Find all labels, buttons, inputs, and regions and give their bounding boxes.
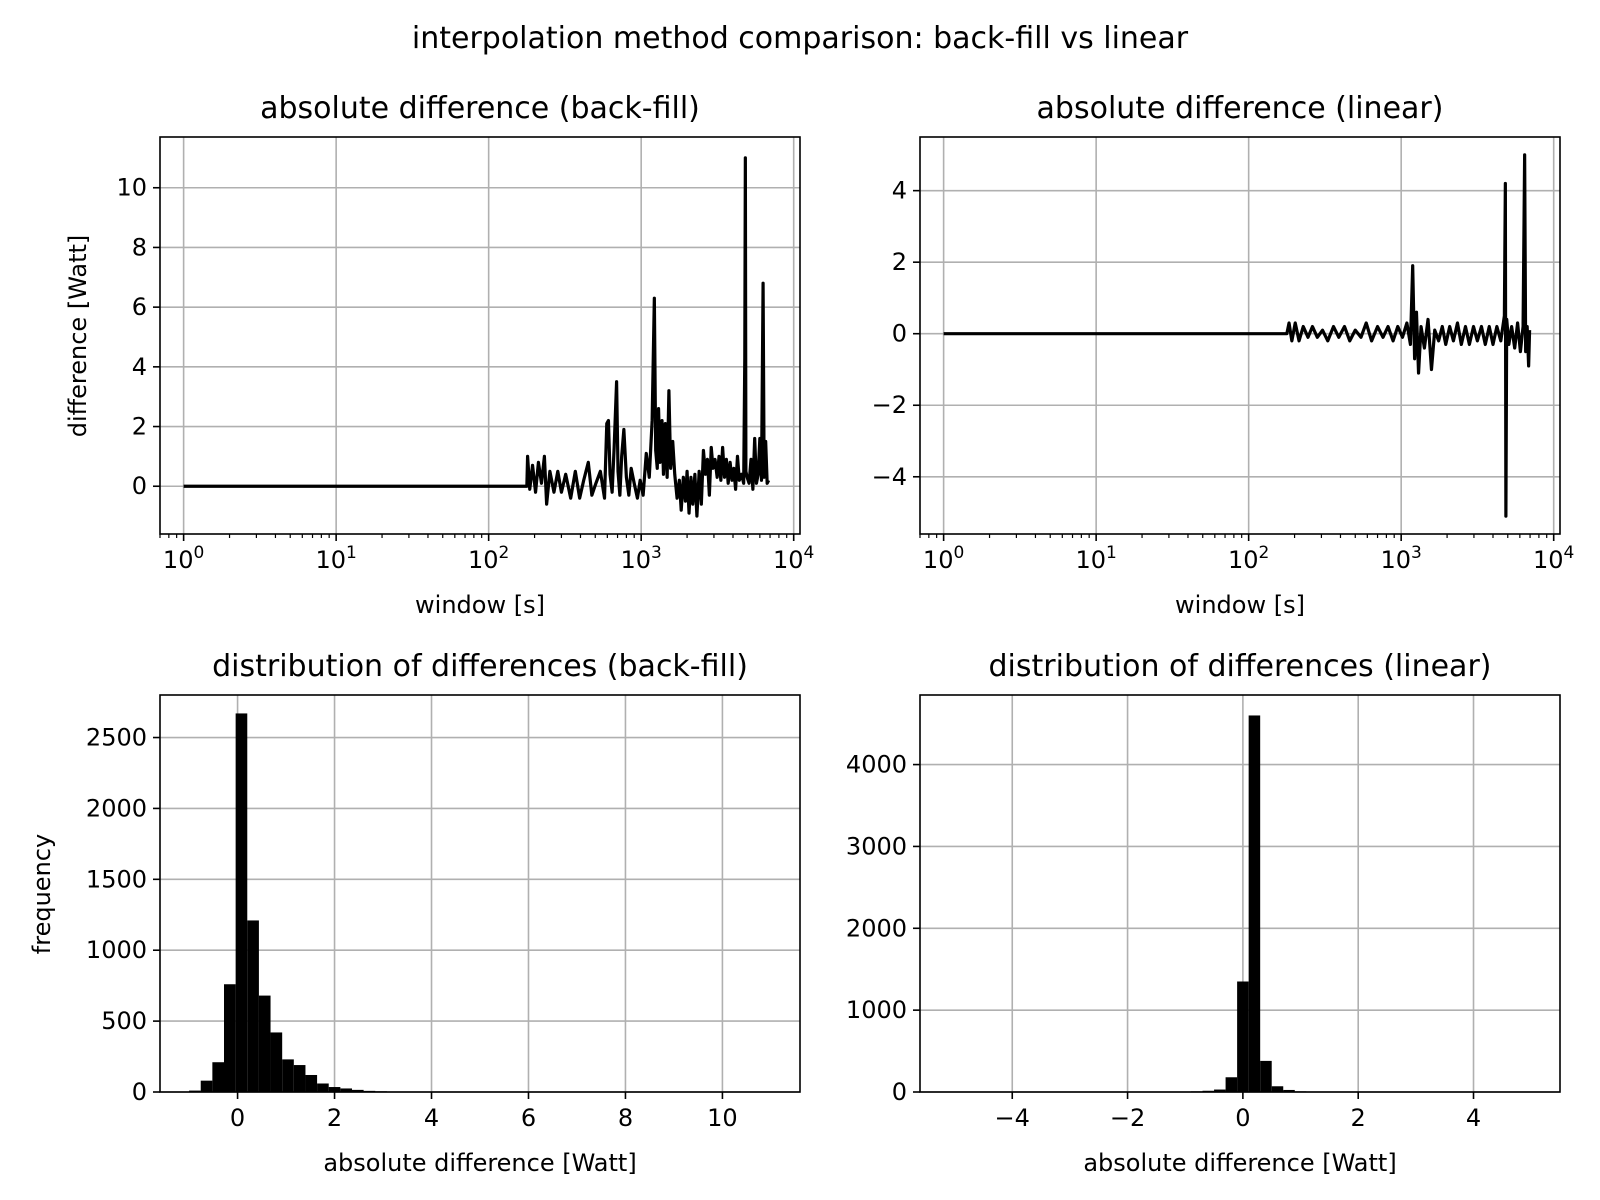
y-tick-label: 2 [892,248,907,276]
y-tick-label: 1000 [86,936,147,964]
y-tick-label: −2 [872,391,907,419]
chart-title: distribution of differences (back-fill) [212,649,748,684]
chart-title: distribution of differences (linear) [989,649,1492,684]
histogram-bar [1237,981,1249,1092]
chart-title: absolute difference (back-fill) [260,91,700,126]
x-tick-label: 101 [315,543,356,574]
histogram-bars [189,713,771,1092]
histogram-bar [317,1083,329,1092]
y-tick-label: 0 [132,472,147,500]
y-tick-label: 4000 [846,751,907,779]
x-tick-label: 4 [424,1104,439,1132]
x-tick-label: 100 [163,543,204,574]
chart-title: absolute difference (linear) [1037,91,1444,126]
y-tick-label: 1500 [86,865,147,893]
x-axis-label: window [s] [1175,591,1305,619]
x-tick-label: 104 [1533,543,1574,574]
chart-backfill-hist: distribution of differences (back-fill) … [28,649,801,1177]
series-line [183,156,771,518]
histogram-bar [212,1062,224,1092]
x-tick-label: 2 [1351,1104,1366,1132]
y-tick-label: 0 [132,1078,147,1106]
histogram-bar [340,1088,352,1092]
y-tick-label: 10 [116,174,147,202]
x-tick-label: 103 [620,543,661,574]
y-tick-label: 4 [892,177,907,205]
x-tick-label: −2 [1110,1104,1145,1132]
histogram-bar [1271,1086,1284,1092]
y-tick-label: 6 [132,293,147,321]
histogram-bar [352,1089,364,1092]
chart-backfill-series: absolute difference (back-fill) window [… [64,91,814,619]
x-tick-label: 8 [618,1104,633,1132]
y-tick-label: 2000 [846,914,907,942]
histogram-bar [224,984,236,1092]
x-tick-label: 10 [707,1104,738,1132]
plot-frame [159,694,801,1093]
y-tick-label: 2 [132,413,147,441]
y-tick-label: −4 [872,463,907,491]
y-tick-label: 0 [892,1078,907,1106]
histogram-bar [293,1065,306,1092]
histogram-bar [247,920,259,1092]
x-tick-label: 100 [923,543,964,574]
x-tick-label: 104 [773,543,814,574]
plot-frame [919,136,1561,535]
histogram-bar [305,1074,318,1092]
histogram-bar [1260,1060,1272,1092]
plot-frame [919,694,1561,1093]
histogram-bar [258,995,271,1092]
x-tick-label: 4 [1466,1104,1481,1132]
x-tick-label: 0 [230,1104,245,1132]
histogram-bar [1214,1089,1226,1092]
chart-linear-hist: distribution of differences (linear) abs… [846,649,1561,1177]
histogram-bar [235,713,248,1092]
histogram-bar [1225,1077,1238,1092]
x-axis-label: window [s] [415,591,545,619]
x-tick-label: 6 [521,1104,536,1132]
x-axis-label: absolute difference [Watt] [1083,1149,1396,1177]
x-tick-label: 101 [1075,543,1116,574]
histogram-bar [200,1080,213,1092]
y-tick-label: 2500 [86,724,147,752]
histogram-bar [1283,1089,1295,1092]
histogram-bar [270,1032,283,1092]
histogram-bar [1248,715,1261,1092]
series-line [943,153,1532,518]
x-tick-label: 103 [1380,543,1421,574]
histogram-bar [282,1059,294,1092]
x-tick-label: 0 [1235,1104,1250,1132]
plot-frame [159,136,801,535]
x-tick-label: 2 [327,1104,342,1132]
chart-linear-series: absolute difference (linear) window [s] … [872,91,1575,619]
histogram-bar [328,1087,341,1092]
y-tick-label: 3000 [846,832,907,860]
y-tick-label: 500 [101,1007,147,1035]
y-axis-label: difference [Watt] [64,235,92,438]
y-tick-label: 2000 [86,794,147,822]
y-tick-label: 0 [892,320,907,348]
x-axis-label: absolute difference [Watt] [323,1149,636,1177]
x-tick-label: −4 [995,1104,1030,1132]
y-tick-label: 8 [132,233,147,261]
y-tick-label: 1000 [846,996,907,1024]
y-tick-label: 4 [132,353,147,381]
x-tick-label: 102 [1228,543,1269,574]
y-axis-label: frequency [28,834,56,954]
figure-title: interpolation method comparison: back-fi… [412,21,1189,56]
x-tick-label: 102 [468,543,509,574]
